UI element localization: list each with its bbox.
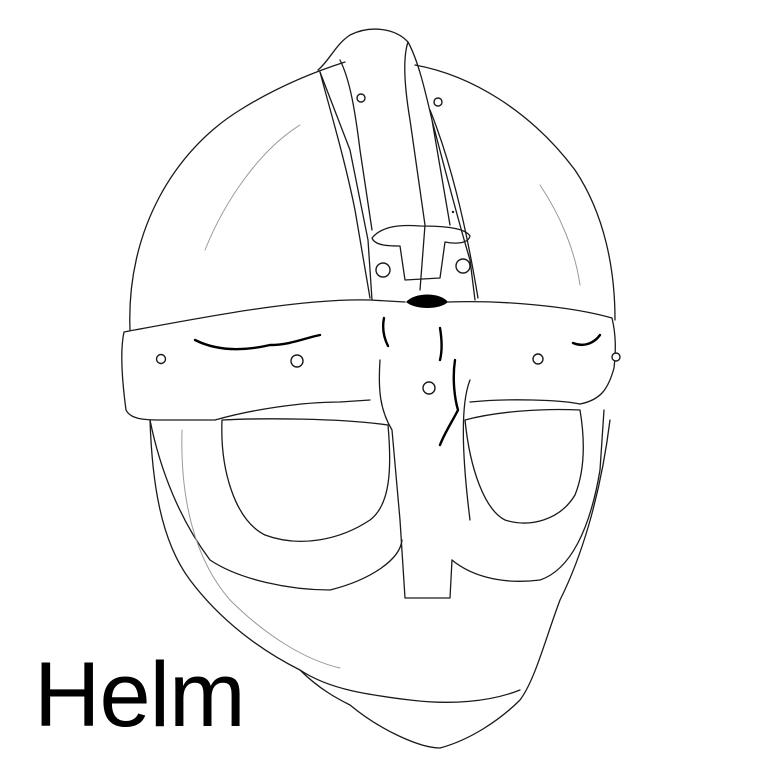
helmet-aventail	[149, 419, 611, 749]
helm-caption: Helm	[34, 644, 246, 746]
left-eye-guard	[221, 418, 391, 542]
crest-handle	[371, 224, 471, 281]
brow-notch	[406, 294, 448, 308]
helmet-crest-strap	[317, 28, 476, 301]
helmet-dome	[129, 61, 616, 331]
nasal-guard	[378, 359, 471, 599]
brow-band	[121, 299, 616, 421]
right-eye-guard	[464, 408, 584, 524]
